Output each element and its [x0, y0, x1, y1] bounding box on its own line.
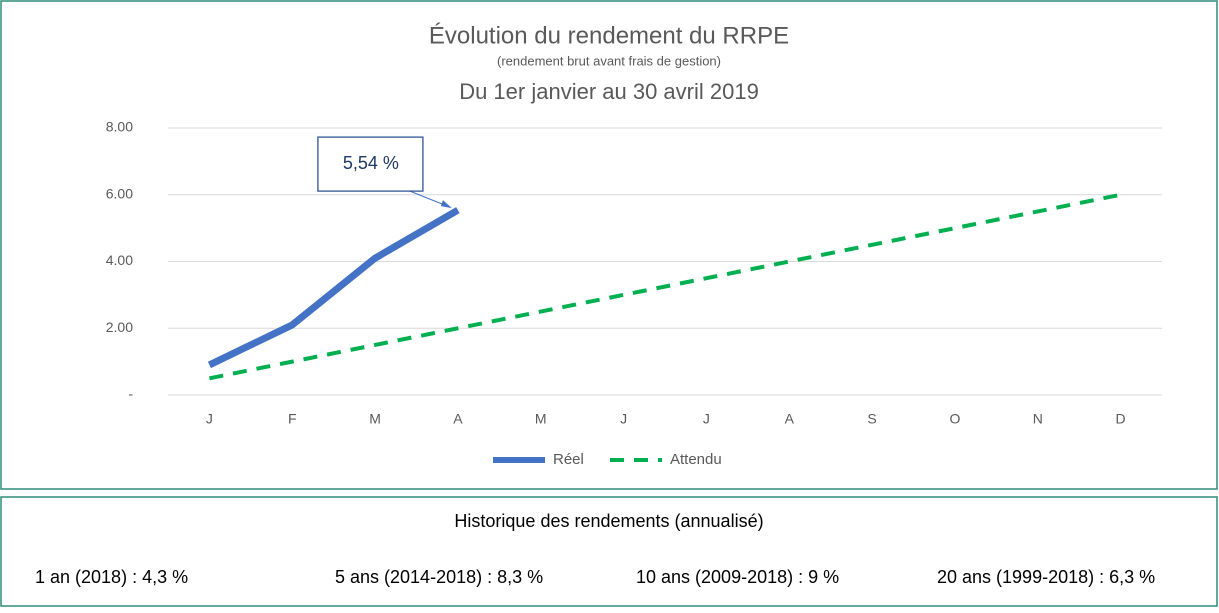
history-item: 10 ans (2009-2018) : 9 %	[636, 567, 839, 587]
x-tick-label: S	[867, 411, 876, 427]
history-title: Historique des rendements (annualisé)	[454, 511, 763, 531]
x-tick-label: O	[949, 411, 960, 427]
history-frame	[0, 496, 1218, 607]
chart-title: Évolution du rendement du RRPE	[429, 22, 789, 49]
x-tick-label: A	[785, 411, 795, 427]
series-line	[209, 192, 1121, 381]
chart-period: Du 1er janvier au 30 avril 2019	[459, 79, 759, 104]
y-tick-label: 8.00	[106, 119, 133, 135]
callout-arrowhead	[440, 200, 452, 209]
legend-label: Réel	[553, 451, 584, 468]
x-tick-label: A	[453, 411, 463, 427]
x-tick-label: J	[620, 411, 627, 427]
y-tick-label: 2.00	[106, 319, 133, 335]
history-item: 5 ans (2014-2018) : 8,3 %	[335, 567, 543, 587]
chart-subtitle: (rendement brut avant frais de gestion)	[497, 53, 721, 68]
y-tick-label: 6.00	[106, 185, 133, 201]
data-label: 5,54 %	[343, 153, 399, 173]
history-item: 1 an (2018) : 4,3 %	[35, 567, 188, 587]
callout-box	[317, 136, 424, 192]
x-tick-label: M	[535, 411, 547, 427]
series-line	[207, 207, 460, 369]
x-tick-label: M	[369, 411, 381, 427]
x-tick-label: D	[1116, 411, 1126, 427]
x-tick-label: N	[1033, 411, 1043, 427]
y-tick-label: -	[128, 386, 133, 402]
history-item: 20 ans (1999-2018) : 6,3 %	[937, 567, 1155, 587]
x-tick-label: J	[206, 411, 213, 427]
x-tick-label: F	[288, 411, 297, 427]
x-tick-label: J	[703, 411, 710, 427]
legend-label: Attendu	[670, 451, 722, 468]
chart-frame	[0, 0, 1218, 490]
y-tick-label: 4.00	[106, 252, 133, 268]
